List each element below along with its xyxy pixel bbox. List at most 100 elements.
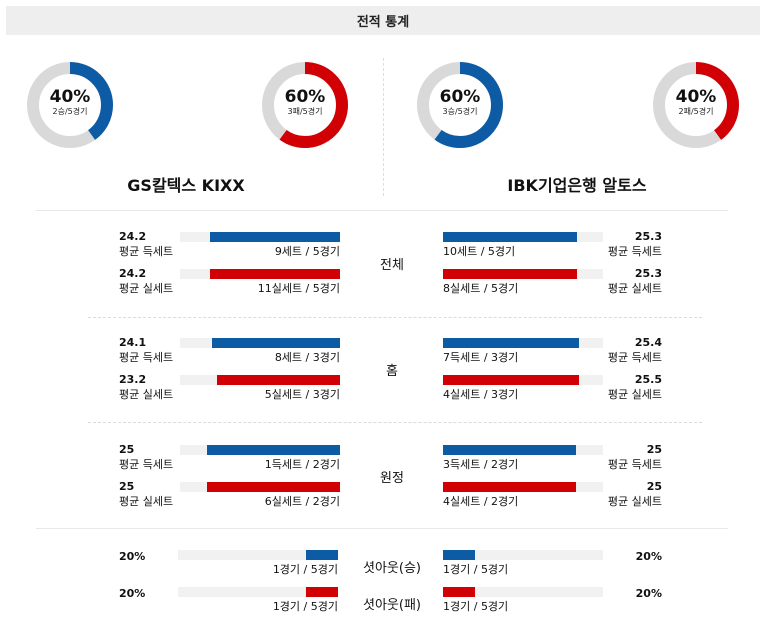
away-win-sub: 3승/5경기: [442, 107, 478, 116]
right-shutout-count: 1경기 / 5경기: [443, 563, 509, 576]
left-avg-value: 23.2: [119, 373, 147, 386]
right-shutout-track: [443, 587, 603, 597]
right-shutout-fill: [443, 550, 475, 560]
left-bar-track: [180, 445, 340, 455]
right-bar-track: [443, 232, 603, 242]
left-bar-track: [180, 232, 340, 242]
home-loss-sub: 3패/5경기: [287, 107, 323, 116]
left-avg-label: 평균 득세트: [119, 245, 174, 258]
right-shutout-count: 1경기 / 5경기: [443, 600, 509, 613]
left-set-count: 5실세트 / 3경기: [264, 388, 340, 401]
left-bar-track: [180, 269, 340, 279]
left-avg-value: 24.2: [119, 230, 147, 243]
donut-arc: [417, 62, 503, 148]
right-set-count: 7득세트 / 3경기: [443, 351, 519, 364]
category-label: 전체: [380, 258, 404, 273]
away-team-name: IBK기업은행 알토스: [507, 176, 647, 195]
home-team-name: GS칼텍스 KIXX: [127, 176, 245, 195]
team-divider: [383, 58, 384, 196]
section-divider: [88, 422, 702, 423]
left-set-count: 11실세트 / 5경기: [257, 282, 340, 295]
right-bar-fill: [443, 338, 579, 348]
left-avg-label: 평균 실세트: [119, 388, 174, 401]
right-avg-value: 25.5: [634, 373, 662, 386]
home-win-donut: 40% 2승/5경기: [25, 60, 115, 150]
left-avg-label: 평균 실세트: [119, 282, 174, 295]
donut-arc: [262, 62, 348, 148]
left-bar-fill: [212, 338, 340, 348]
left-avg-label: 평균 득세트: [119, 458, 174, 471]
left-shutout-fill: [306, 587, 338, 597]
left-bar-fill: [210, 232, 340, 242]
left-bar-fill: [216, 375, 340, 385]
left-shutout-count: 1경기 / 5경기: [272, 600, 338, 613]
left-avg-value: 25: [119, 443, 135, 456]
left-avg-label: 평균 득세트: [119, 351, 174, 364]
home-win-pct: 40%: [49, 87, 91, 107]
stat-row: 24.1 평균 득세트 8세트 / 3경기 25.4 평균 득세트 7득세트 / 3경기: [0, 336, 768, 372]
right-set-count: 3득세트 / 2경기: [443, 458, 519, 471]
right-shutout-pct: 20%: [635, 550, 662, 563]
right-set-count: 4실세트 / 2경기: [443, 495, 519, 508]
right-avg-label: 평균 득세트: [607, 458, 662, 471]
away-loss-donut: 40% 2패/5경기: [651, 60, 741, 150]
shutout-row: 20% 1경기 / 5경기 20% 1경기 / 5경기 셧아웃(패): [0, 587, 768, 623]
right-avg-value: 25: [646, 480, 662, 493]
left-avg-value: 24.1: [119, 336, 147, 349]
left-bar-track: [180, 375, 340, 385]
stat-row: 23.2 평균 실세트 5실세트 / 3경기 25.5 평균 실세트 4실세트 / 3경기: [0, 373, 768, 409]
right-avg-value: 25.3: [634, 230, 662, 243]
left-set-count: 8세트 / 3경기: [274, 351, 340, 364]
right-avg-value: 25: [646, 443, 662, 456]
right-bar-fill: [443, 482, 576, 492]
left-set-count: 1득세트 / 2경기: [264, 458, 340, 471]
stat-row: 24.2 평균 실세트 11실세트 / 5경기 25.3 평균 실세트 8실세트 / 5경…: [0, 267, 768, 303]
right-bar-track: [443, 338, 603, 348]
left-set-count: 6실세트 / 2경기: [264, 495, 340, 508]
left-bar-fill: [210, 269, 340, 279]
left-bar-track: [180, 338, 340, 348]
away-win-ring: [417, 62, 503, 148]
left-shutout-track: [178, 587, 338, 597]
home-loss-pct: 60%: [284, 87, 326, 107]
left-shutout-pct: 20%: [119, 550, 146, 563]
section-divider: [36, 528, 728, 529]
right-bar-fill: [443, 445, 576, 455]
right-bar-fill: [443, 232, 578, 242]
right-avg-label: 평균 득세트: [607, 245, 662, 258]
section-divider: [88, 317, 702, 318]
right-avg-value: 25.4: [634, 336, 662, 349]
left-shutout-track: [178, 550, 338, 560]
right-shutout-fill: [443, 587, 475, 597]
left-set-count: 9세트 / 5경기: [274, 245, 340, 258]
right-bar-track: [443, 269, 603, 279]
right-set-count: 10세트 / 5경기: [443, 245, 516, 258]
home-loss-ring: [262, 62, 348, 148]
stat-row: 25 평균 실세트 6실세트 / 2경기 25 평균 실세트 4실세트 / 2경기: [0, 480, 768, 516]
right-bar-fill: [443, 269, 578, 279]
shutout-label: 셧아웃(승): [363, 561, 421, 576]
right-avg-label: 평균 실세트: [607, 388, 662, 401]
away-win-donut: 60% 3승/5경기: [415, 60, 505, 150]
right-bar-fill: [443, 375, 579, 385]
left-avg-value: 24.2: [119, 267, 147, 280]
donut-arc: [653, 62, 739, 148]
stat-row: 25 평균 득세트 1득세트 / 2경기 25 평균 득세트 3득세트 / 2경기: [0, 443, 768, 479]
stat-row: 24.2 평균 득세트 9세트 / 5경기 25.3 평균 득세트 10세트 / 5경기: [0, 230, 768, 266]
stats-header: 전적 통계: [6, 6, 760, 35]
right-avg-label: 평균 실세트: [607, 282, 662, 295]
away-loss-pct: 40%: [675, 87, 717, 107]
shutout-label: 셧아웃(패): [363, 598, 421, 613]
left-bar-track: [180, 482, 340, 492]
right-set-count: 4실세트 / 3경기: [443, 388, 519, 401]
right-avg-value: 25.3: [634, 267, 662, 280]
category-label: 홈: [386, 364, 398, 379]
category-label: 원정: [380, 471, 404, 486]
stats-title: 전적 통계: [356, 15, 410, 30]
away-loss-sub: 2패/5경기: [678, 107, 714, 116]
left-shutout-pct: 20%: [119, 587, 146, 600]
home-win-sub: 2승/5경기: [52, 107, 88, 116]
home-loss-donut: 60% 3패/5경기: [260, 60, 350, 150]
right-avg-label: 평균 득세트: [607, 351, 662, 364]
right-bar-track: [443, 482, 603, 492]
